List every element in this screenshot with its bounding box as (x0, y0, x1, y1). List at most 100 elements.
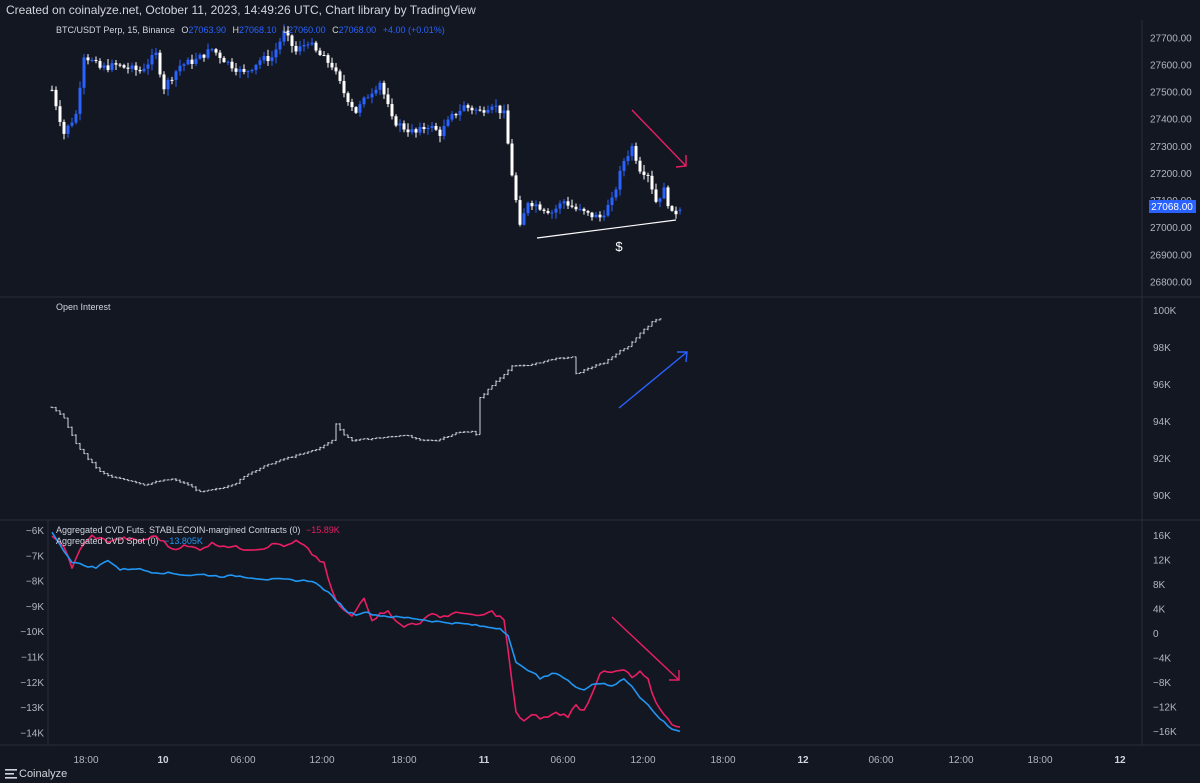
cvd-lines (51, 531, 681, 733)
footer-brand: Coinalyze (19, 768, 68, 780)
price-candle (302, 45, 306, 47)
oi-axis-tick: 92K (1153, 454, 1171, 465)
cvd-futures-label: Aggregated CVD Futs. STABLECOIN-margined… (56, 525, 300, 535)
price-candle (118, 64, 122, 66)
price-candle (266, 55, 270, 62)
price-candle (158, 52, 162, 75)
cvd-left-axis-tick: −10K (20, 627, 44, 638)
price-candle (342, 80, 346, 94)
price-candle (102, 65, 106, 68)
price-candle (106, 65, 110, 70)
price-candle (138, 69, 142, 72)
price-candle (610, 197, 614, 205)
price-candle (418, 127, 422, 133)
price-candle (314, 42, 318, 51)
price-candle (658, 198, 662, 202)
price-candle (526, 202, 530, 214)
price-candle (434, 125, 438, 130)
price-candle (78, 87, 82, 114)
price-candle (198, 54, 202, 59)
price-candle (270, 57, 274, 62)
price-candle (506, 110, 510, 144)
price-legend-high: 27068.10 (239, 25, 277, 35)
price-candle (298, 46, 302, 52)
price-candle (578, 208, 582, 210)
price-candle (174, 71, 178, 81)
price-candles (50, 24, 682, 227)
price-candle (190, 59, 194, 64)
price-candle (110, 63, 114, 70)
price-candle (602, 215, 606, 218)
time-axis-tick: 12:00 (309, 755, 334, 765)
cvd-left-axis-tick: −8K (26, 577, 44, 588)
price-candle (598, 214, 602, 218)
cvd-futures-legend: Aggregated CVD Futs. STABLECOIN-margined… (56, 525, 340, 535)
price-candle (222, 57, 226, 63)
price-candle (310, 42, 314, 45)
price-axis-tick: 27400.00 (1150, 115, 1192, 126)
time-axis-tick: 06:00 (550, 755, 575, 765)
price-candle (54, 89, 58, 107)
price-candle (670, 206, 674, 211)
time-axis-tick: 18:00 (73, 755, 98, 765)
cvd-right-axis-tick: −8K (1153, 678, 1171, 689)
price-candle (186, 59, 190, 65)
dollar-annotation: $ (615, 239, 623, 254)
price-axis-tick: 27700.00 (1150, 33, 1192, 44)
price-candle (430, 125, 434, 128)
cvd-left-axis-tick: −13K (20, 703, 44, 714)
price-candle (422, 127, 426, 130)
cvd-down-arrow-head (669, 670, 680, 681)
time-axis-tick: 18:00 (710, 755, 735, 765)
price-candle (558, 203, 562, 209)
price-candle (234, 68, 238, 72)
oi-axis-tick: 100K (1153, 306, 1177, 317)
price-candle (318, 50, 322, 56)
price-candle (262, 55, 266, 61)
price-candle (518, 200, 522, 225)
price-candle (154, 52, 158, 56)
oi-axis-tick: 94K (1153, 417, 1171, 428)
time-axis-tick: 18:00 (1027, 755, 1052, 765)
price-candle (74, 113, 78, 123)
cvd-right-axis-tick: 12K (1153, 556, 1171, 567)
price-candle (90, 60, 94, 62)
price-candle (130, 65, 134, 69)
cvd-right-axis-tick: 16K (1153, 531, 1171, 542)
price-candle (450, 114, 454, 120)
price-candle (674, 210, 678, 215)
pane-dividers (0, 20, 1200, 746)
price-candle (522, 213, 526, 225)
price-candle (326, 55, 330, 63)
price-candle (426, 127, 430, 130)
support-trendline (536, 219, 677, 239)
price-candle (142, 68, 146, 72)
price-candle (250, 69, 254, 72)
cvd-right-axis-tick: 0 (1153, 629, 1159, 640)
price-candle (306, 44, 310, 46)
cvd-left-axis-tick: −9K (26, 602, 44, 613)
price-candle (482, 110, 486, 113)
chart-header: Created on coinalyze.net, October 11, 20… (0, 0, 1200, 20)
cvd-down-arrow-shaft (611, 616, 680, 681)
price-candle (634, 146, 638, 161)
price-candle (182, 64, 186, 66)
price-candle (134, 65, 138, 70)
price-candle (406, 129, 410, 133)
price-candle (458, 110, 462, 116)
price-candle (210, 49, 214, 51)
price-candle (354, 107, 358, 113)
cvd-left-axis-tick: −6K (26, 526, 44, 537)
price-candle (538, 204, 542, 210)
annotations (536, 109, 688, 681)
price-candle (466, 105, 470, 108)
price-candle (70, 122, 74, 126)
price-legend-low: 27060.00 (288, 25, 326, 35)
price-candle (98, 61, 102, 68)
cvd-series-line (51, 531, 681, 733)
cvd-futures-value: −15.89K (306, 525, 340, 535)
cvd-right-axis-tick: 8K (1153, 580, 1166, 591)
price-candle (170, 79, 174, 81)
chart-area[interactable]: 27700.00 27600.00 27500.00 27400.00 27300.00… (0, 20, 1200, 765)
price-candle (58, 106, 62, 122)
